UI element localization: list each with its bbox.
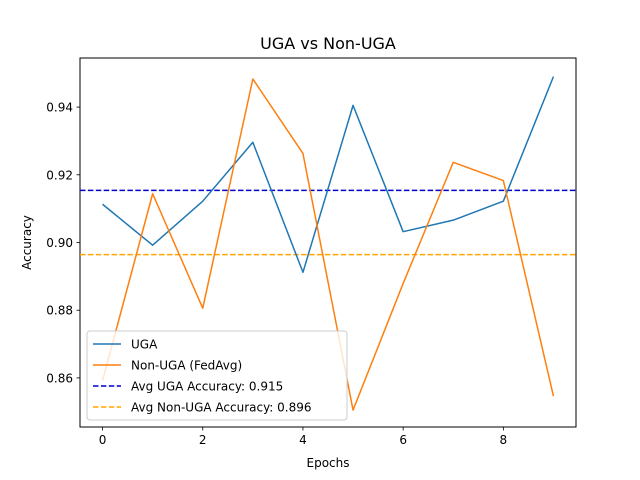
x-tick-label: 0 <box>99 433 107 447</box>
series-line-1 <box>101 78 555 411</box>
x-tick-label: 8 <box>500 433 508 447</box>
x-axis-label: Epochs <box>307 456 350 470</box>
y-tick-label: 0.88 <box>46 304 73 318</box>
chart-title: UGA vs Non-UGA <box>260 34 396 53</box>
x-tick-label: 6 <box>399 433 407 447</box>
legend-label-avg-non-uga: Avg Non-UGA Accuracy: 0.896 <box>131 401 312 415</box>
x-tick-label: 4 <box>299 433 307 447</box>
y-tick-label: 0.86 <box>46 371 73 385</box>
legend-label-uga: UGA <box>131 338 158 352</box>
series-line-0 <box>102 76 555 274</box>
legend-box <box>86 330 348 421</box>
x-tick-label: 2 <box>199 433 207 447</box>
legend-label-non-uga: Non-UGA (FedAvg) <box>131 359 242 373</box>
y-axis-label: Accuracy <box>20 215 34 270</box>
y-tick-label: 0.90 <box>46 236 73 250</box>
legend: UGA Non-UGA (FedAvg) Avg UGA Accuracy: 0… <box>86 330 348 421</box>
y-tick-label: 0.92 <box>46 168 73 182</box>
y-tick-label: 0.94 <box>46 101 73 115</box>
x-axis: 0 2 4 6 8 <box>99 427 507 447</box>
series-lines <box>101 76 555 411</box>
y-axis: 0.86 0.88 0.90 0.92 0.94 <box>46 101 80 385</box>
legend-label-avg-uga: Avg UGA Accuracy: 0.915 <box>131 380 283 394</box>
